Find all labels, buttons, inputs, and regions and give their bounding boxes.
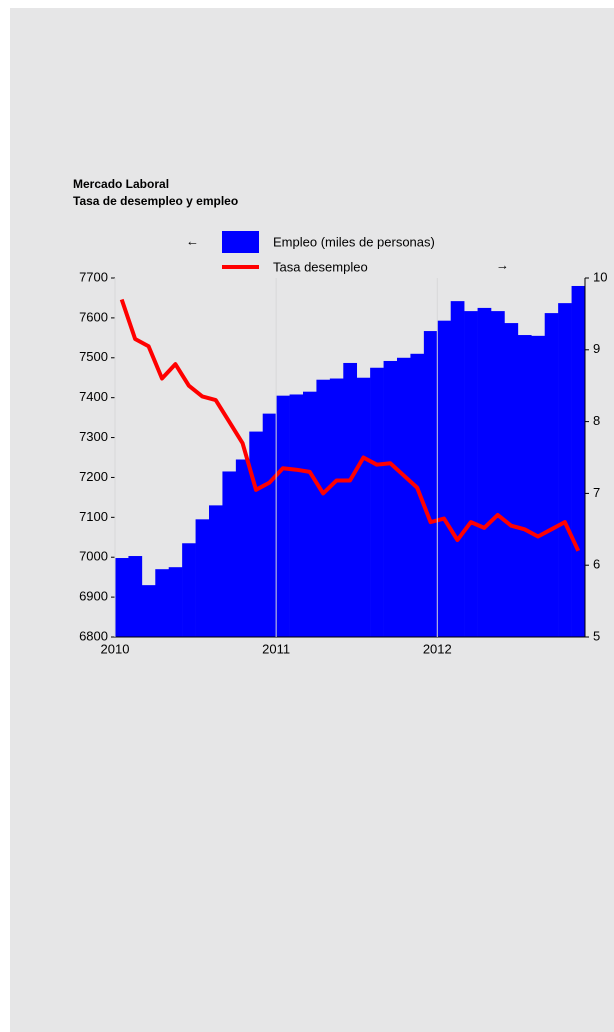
legend-label: Tasa desempleo xyxy=(273,259,368,274)
bar xyxy=(464,311,478,637)
bar xyxy=(209,505,223,637)
y-tick-label: 6900 xyxy=(79,589,108,604)
y-tick-label: 6800 xyxy=(79,628,108,643)
bar xyxy=(262,413,277,637)
bar xyxy=(423,331,438,637)
legend-label: Empleo (miles de personas) xyxy=(273,234,435,249)
x-tick-label: 2012 xyxy=(423,641,452,656)
bar xyxy=(437,320,452,637)
bar xyxy=(195,519,210,637)
bar xyxy=(450,301,465,637)
bar xyxy=(517,335,532,637)
right-axis-arrow: → xyxy=(496,257,509,272)
y2-tick-label: 10 xyxy=(593,269,607,284)
bar xyxy=(491,311,505,637)
line xyxy=(119,298,581,552)
bar xyxy=(477,307,492,637)
x-tick-label: 2010 xyxy=(101,641,130,656)
bar xyxy=(249,431,264,637)
bar xyxy=(504,323,519,637)
bar xyxy=(115,558,129,637)
legend-swatch xyxy=(222,231,259,253)
chart-subtitle: Tasa de desempleo y empleo xyxy=(73,194,238,208)
bar xyxy=(182,543,196,637)
y2-tick-label: 7 xyxy=(593,485,600,500)
y-tick-label: 7500 xyxy=(79,349,108,364)
bar xyxy=(276,395,290,637)
bar xyxy=(343,362,358,637)
bar xyxy=(222,471,237,637)
bar xyxy=(128,556,143,637)
bar xyxy=(558,303,572,637)
y-tick-label: 7600 xyxy=(79,309,108,324)
bar xyxy=(410,353,425,637)
y2-tick-label: 9 xyxy=(593,341,600,356)
y-tick-label: 7400 xyxy=(79,389,108,404)
bar xyxy=(316,379,331,637)
y2-tick-label: 5 xyxy=(593,628,600,643)
bar xyxy=(155,569,170,637)
bar xyxy=(141,585,156,637)
y-tick-label: 7200 xyxy=(79,469,108,484)
bar xyxy=(356,377,371,637)
y-tick-label: 7700 xyxy=(79,269,108,284)
bar xyxy=(235,459,250,637)
y2-tick-label: 6 xyxy=(593,557,600,572)
x-tick-label: 2011 xyxy=(262,641,290,656)
bar xyxy=(383,360,398,637)
bar xyxy=(531,335,546,637)
bar xyxy=(289,394,304,637)
bar xyxy=(168,567,183,637)
y-tick-label: 7300 xyxy=(79,429,108,444)
bar xyxy=(370,367,384,637)
bar xyxy=(329,378,344,637)
bar xyxy=(303,391,317,637)
y2-tick-label: 8 xyxy=(593,413,600,428)
bar xyxy=(397,357,411,637)
chart-title: Mercado Laboral xyxy=(73,177,169,191)
bar xyxy=(571,285,586,637)
bar xyxy=(544,313,559,637)
y-tick-label: 7000 xyxy=(79,549,108,564)
left-axis-arrow: ← xyxy=(186,233,199,248)
y-tick-label: 7100 xyxy=(79,509,108,524)
